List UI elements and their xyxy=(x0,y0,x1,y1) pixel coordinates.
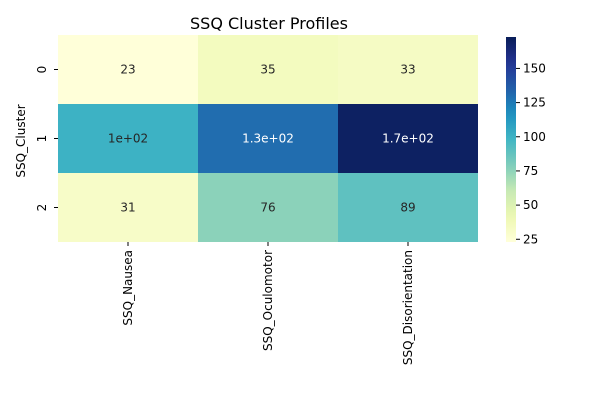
cell-value-label: 1.3e+02 xyxy=(242,132,294,146)
cell-value-label: 23 xyxy=(120,63,135,77)
colorbar-tick-label: 75 xyxy=(523,164,538,178)
x-tick-label: SSQ_Nausea xyxy=(121,250,135,326)
colorbar-tick-label: 150 xyxy=(523,61,546,75)
cell-value-label: 31 xyxy=(120,201,135,215)
y-tick-label: 1 xyxy=(35,135,49,143)
colorbar-tick-label: 100 xyxy=(523,130,546,144)
heatmap-cell xyxy=(338,104,478,173)
y-tick-label: 0 xyxy=(35,66,49,74)
colorbar-tick-label: 50 xyxy=(523,198,538,212)
heatmap-cell xyxy=(198,173,338,242)
heatmap-cell xyxy=(338,173,478,242)
cell-value-label: 33 xyxy=(400,63,415,77)
chart-title: SSQ Cluster Profiles xyxy=(190,14,348,33)
y-axis: 0 1 2 xyxy=(35,66,58,212)
cell-value-label: 1e+02 xyxy=(108,132,148,146)
colorbar: 25 50 75 100 125 150 xyxy=(506,37,546,246)
cell-value-label: 76 xyxy=(260,201,275,215)
x-axis: SSQ_Nausea SSQ_Oculomotor SSQ_Disorientati… xyxy=(121,242,415,365)
colorbar-tick-label: 25 xyxy=(523,232,538,246)
heatmap-cell xyxy=(198,104,338,173)
x-tick-label: SSQ_Disorientation xyxy=(401,250,415,365)
heatmap-cell xyxy=(58,104,198,173)
cell-value-label: 89 xyxy=(400,201,415,215)
x-tick-label: SSQ_Oculomotor xyxy=(261,250,275,351)
y-tick-label: 2 xyxy=(35,204,49,212)
heatmap-cell xyxy=(198,35,338,104)
heatmap-cells: 23 35 33 1e+02 1.3e+02 1.7e+02 31 76 89 xyxy=(58,35,478,242)
heatmap-cell xyxy=(58,35,198,104)
y-axis-label: SSQ_Cluster xyxy=(14,104,28,177)
colorbar-tick-label: 125 xyxy=(523,96,546,110)
heatmap-cell xyxy=(338,35,478,104)
cell-value-label: 35 xyxy=(260,63,275,77)
cell-value-label: 1.7e+02 xyxy=(382,132,434,146)
heatmap-cell xyxy=(58,173,198,242)
colorbar-gradient xyxy=(506,37,516,242)
